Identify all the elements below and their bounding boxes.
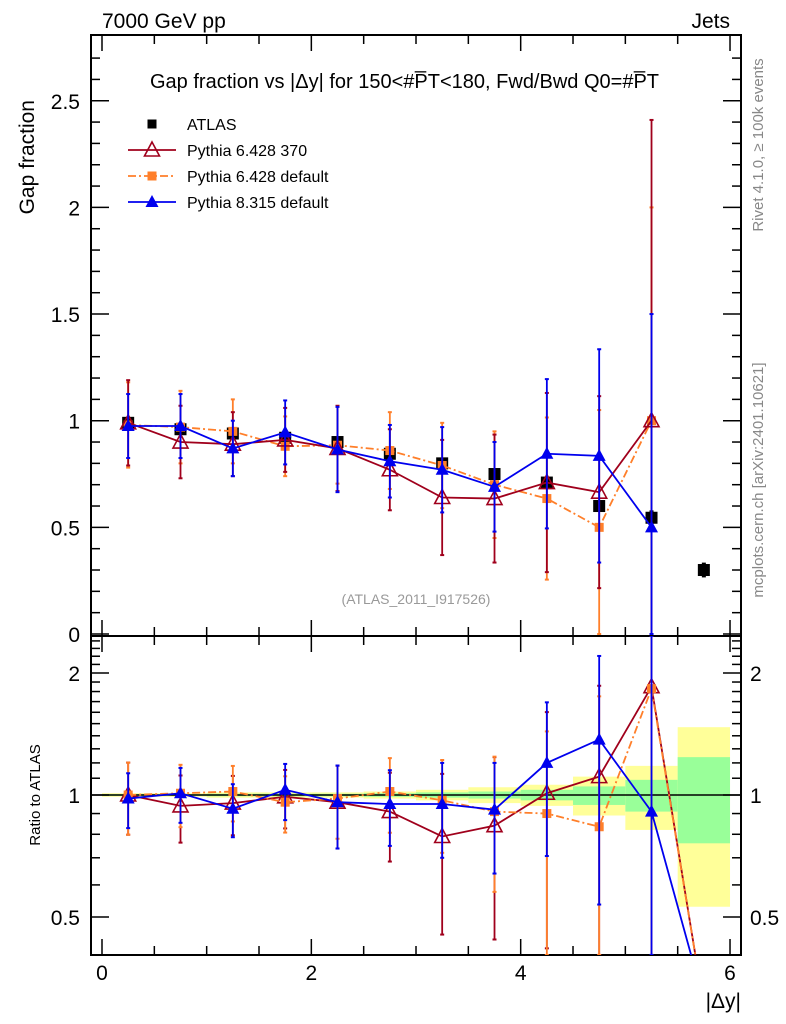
pythia-8-315-default-point: [383, 454, 397, 467]
pythia-8-315-default-point: [592, 448, 606, 461]
axis-ticks: 0 0.5 1 1.5 2 2.5 0.5 0.5 1 1 2 2 0 2 4 6: [51, 35, 779, 985]
ratio-pythia-8-315-default-line: [128, 738, 693, 955]
legend-label-pythia-6-428-370: Pythia 6.428 370: [187, 143, 307, 160]
ratio-pythia-6-428-default-line: [128, 685, 697, 955]
legend-label-pythia-6-428-default: Pythia 6.428 default: [187, 169, 329, 186]
main-data: [119, 118, 710, 635]
plot-title: Gap fraction vs |Δy| for 150<#P̅T<180, F…: [150, 70, 659, 93]
ratio-pythia-8-315-default-point: [645, 804, 659, 817]
ratio-y-tick-label: 1: [68, 785, 80, 808]
ratio-y-tick-label-right: 1: [750, 785, 762, 808]
y-axis-label: Gap fraction: [16, 100, 39, 214]
ratio-pythia-8-315-default-point: [435, 797, 449, 810]
pythia-8-315-default-point: [645, 520, 659, 533]
pythia-8-315-default-point: [331, 442, 345, 455]
ratio-y-tick-label-right: 0.5: [750, 907, 779, 930]
y-tick-label: 0: [68, 624, 80, 647]
pythia-8-315-default-point: [278, 425, 292, 438]
ratio-pythia-8-315-default-point: [383, 797, 397, 810]
legend-marker-pythia-8-315-default: [145, 195, 159, 207]
legend: ATLAS Pythia 6.428 370 Pythia 6.428 defaul…: [128, 117, 329, 212]
header-left: 7000 GeV pp: [102, 10, 226, 33]
y-tick-label: 0.5: [51, 517, 80, 540]
pythia-6-428-default-line: [128, 420, 653, 529]
legend-marker-atlas: [147, 119, 157, 129]
pythia-8-315-default-point: [540, 446, 554, 459]
ratio-uncertainty-bands: [102, 727, 731, 907]
pythia-8-315-default-point: [174, 419, 188, 432]
x-tick-label: 6: [724, 962, 736, 985]
x-tick-label: 4: [515, 962, 527, 985]
ratio-y-tick-label: 2: [68, 663, 80, 686]
ratio-y-axis-label: Ratio to ATLAS: [27, 744, 44, 845]
ratio-pythia-8-315-default-point: [331, 795, 345, 808]
mcplots-label: mcplots.cern.ch [arXiv:2401.10621]: [750, 362, 767, 597]
ratio-pythia-8-315-default-point: [592, 732, 606, 745]
pythia-8-315-default-point: [435, 462, 449, 475]
x-tick-label: 0: [96, 962, 108, 985]
ratio-pythia-6-428-370-line: [127, 684, 697, 955]
ratio-pythia-8-315-default-point: [174, 786, 188, 799]
legend-label-pythia-8-315-default: Pythia 8.315 default: [187, 195, 329, 212]
x-axis-label: |Δy|: [706, 990, 741, 1013]
y-tick-label: 2: [68, 197, 80, 220]
pythia-8-315-default-point: [226, 441, 240, 454]
stat-uncertainty-band: [677, 757, 731, 844]
pythia-8-315-default-point: [488, 479, 502, 492]
header-right: Jets: [691, 10, 730, 33]
ratio-pythia-8-315-default-point: [226, 801, 240, 814]
analysis-id-watermark: (ATLAS_2011_I917526): [342, 591, 491, 607]
ratio-pythia-8-315-default-point: [488, 802, 502, 815]
y-tick-label: 1: [68, 411, 80, 434]
x-tick-label: 2: [305, 962, 317, 985]
pythia-8-315-default-point: [121, 419, 135, 432]
legend-marker-pythia-6-428-default: [147, 171, 157, 181]
rivet-version-label: Rivet 4.1.0, ≥ 100k events: [750, 58, 767, 231]
ratio-y-tick-label-right: 2: [750, 663, 762, 686]
y-tick-label: 1.5: [51, 304, 80, 327]
ratio-pythia-8-315-default-point: [540, 755, 554, 768]
atlas-point: [697, 564, 710, 577]
ratio-data: [119, 636, 697, 955]
ratio-y-tick-label: 0.5: [51, 907, 80, 930]
ratio-pythia-8-315-default-point: [121, 791, 135, 804]
y-tick-label: 2.5: [51, 91, 80, 114]
legend-label-atlas: ATLAS: [187, 117, 237, 134]
ratio-pythia-8-315-default-point: [278, 782, 292, 795]
legend-marker-pythia-6-428-370: [143, 140, 161, 157]
